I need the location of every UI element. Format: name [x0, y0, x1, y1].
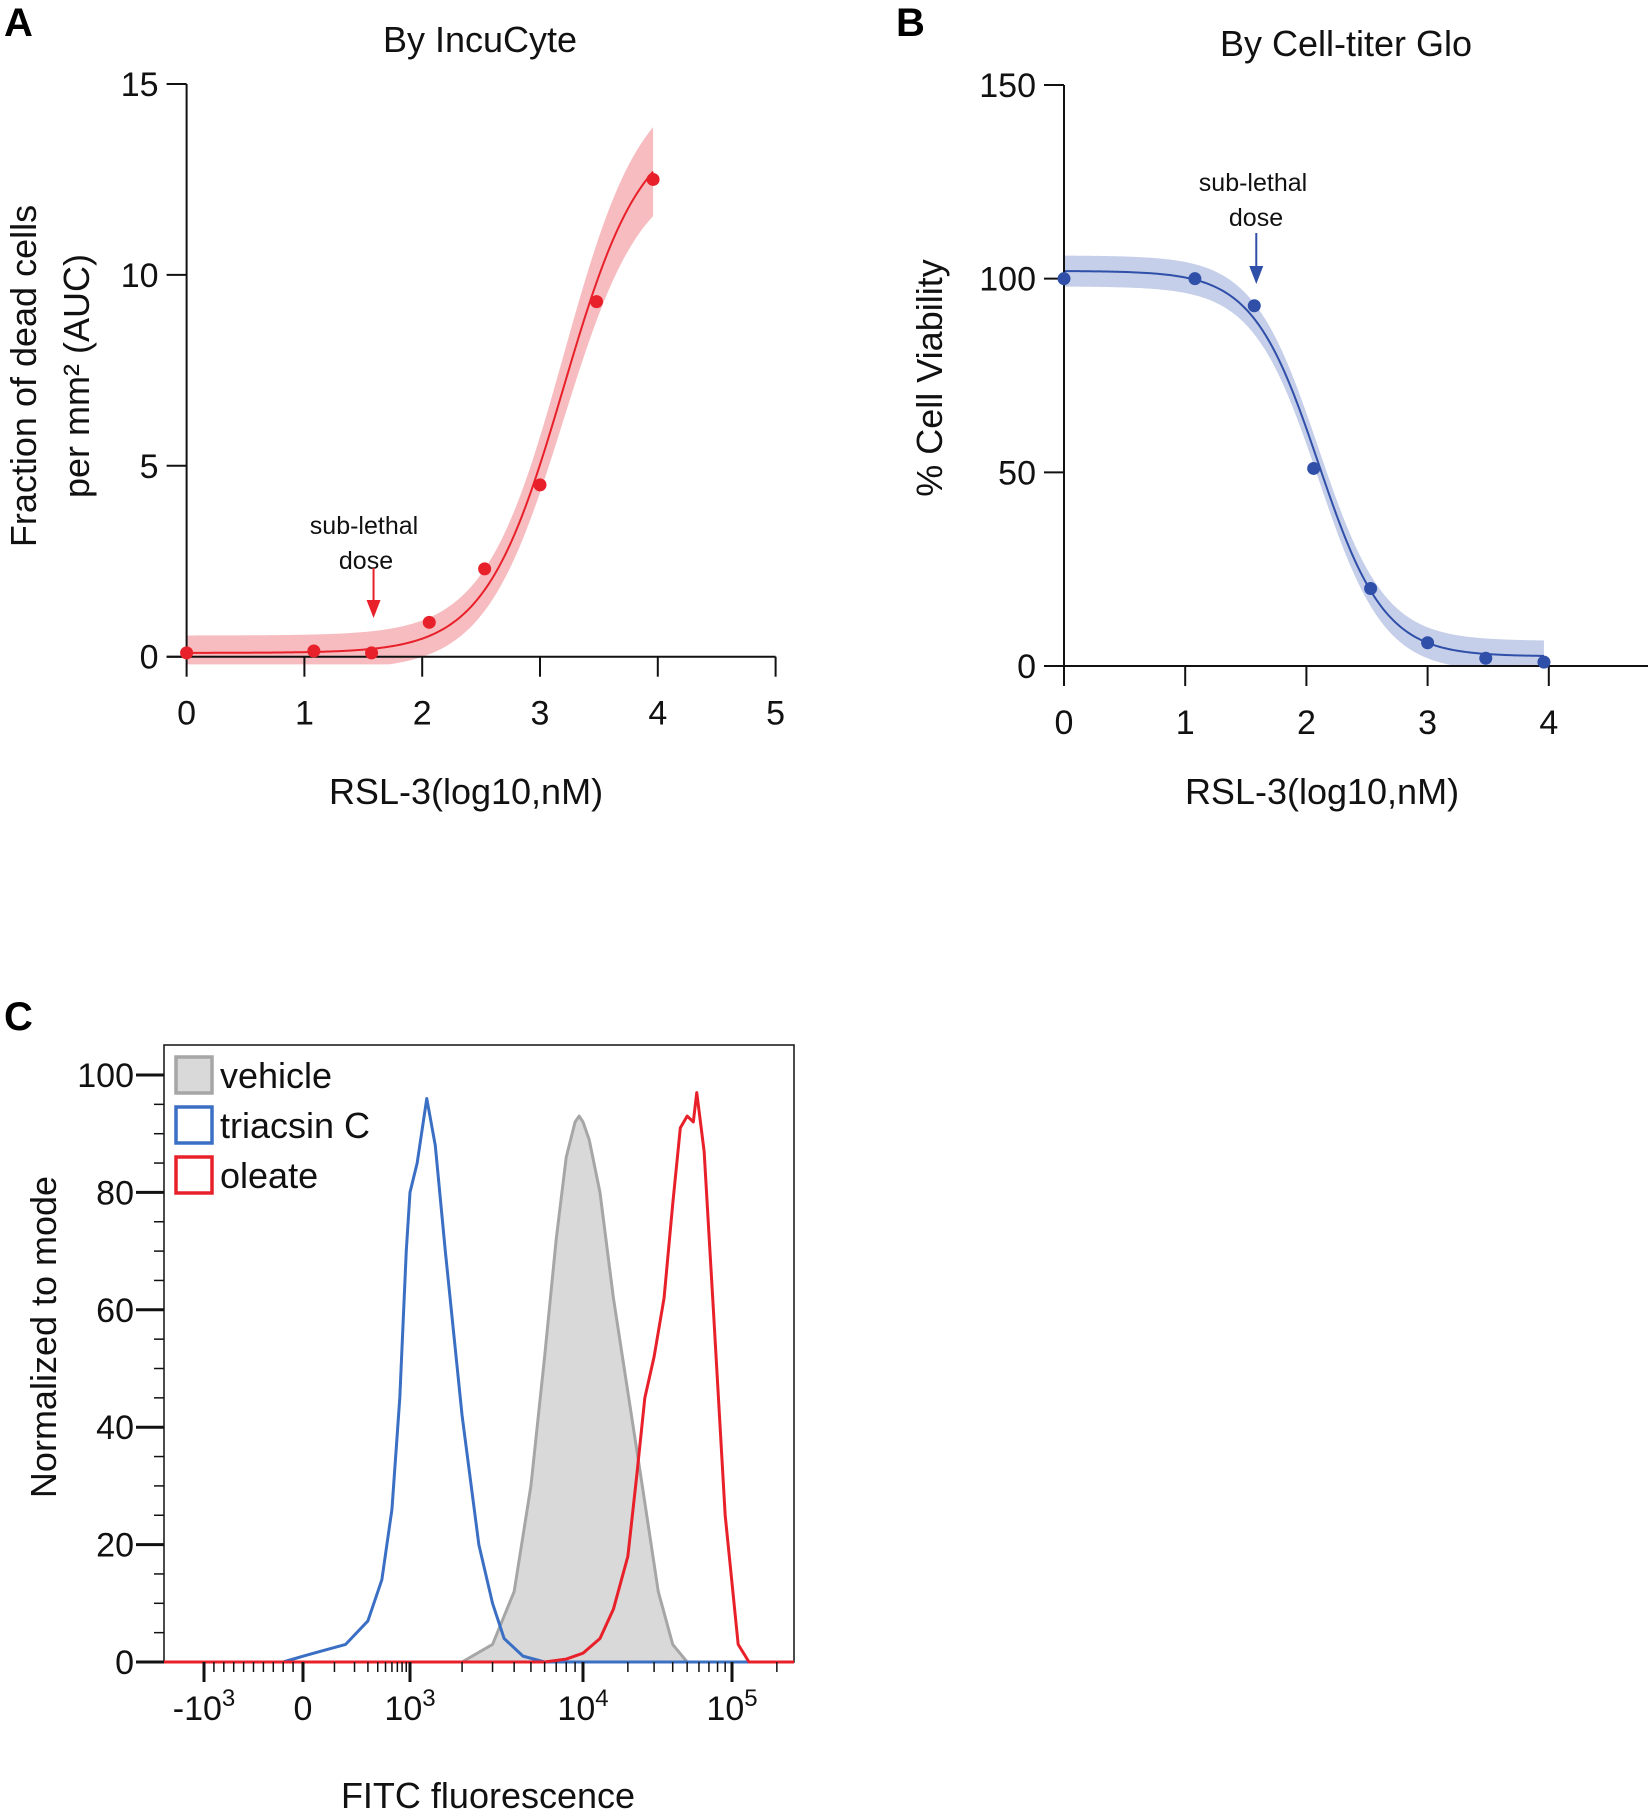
- data-point-a: [307, 644, 321, 658]
- tick-base: 10: [384, 1690, 422, 1728]
- histogram-triacsin-C: [164, 1096, 794, 1664]
- panel-c: C Normalized to mode FITC fluorescence 0…: [4, 995, 795, 1816]
- data-point-a: [422, 615, 436, 629]
- data-point-b: [1364, 582, 1378, 596]
- fit-curve-a: [186, 171, 654, 654]
- y-tick-label-c: 20: [96, 1527, 134, 1565]
- panel-a: A By IncuCyte Fraction of dead cells per…: [3, 1, 785, 812]
- chart-title-a: By IncuCyte: [383, 19, 577, 60]
- legend-label-vehicle: vehicle: [220, 1055, 332, 1096]
- chart-title-b: By Cell-titer Glo: [1220, 23, 1472, 64]
- panel-label-c: C: [4, 995, 33, 1039]
- panel-label-a: A: [4, 1, 33, 45]
- data-point-b: [1188, 272, 1202, 286]
- data-point-b: [1057, 272, 1071, 286]
- x-tick-label-a: 0: [177, 695, 196, 733]
- y-tick-label-b: 0: [1017, 648, 1036, 686]
- y-tick-label-a: 5: [140, 448, 159, 486]
- legend-swatch-triacsin-C: [174, 1105, 214, 1145]
- x-tick-label-a: 3: [531, 695, 550, 733]
- x-tick-label-b: 3: [1418, 704, 1437, 742]
- y-tick-label-c: 100: [77, 1057, 134, 1095]
- tick-exponent: 3: [422, 1685, 435, 1712]
- y-tick-label-b: 100: [979, 261, 1036, 299]
- data-point-b: [1421, 636, 1435, 650]
- x-tick-label-c: 104: [557, 1685, 608, 1728]
- y-tick-label-c: 40: [96, 1409, 134, 1447]
- x-axis-label-a: RSL-3(log10,nM): [329, 771, 603, 812]
- tick-base: 10: [706, 1690, 744, 1728]
- data-point-a: [365, 646, 379, 660]
- tick-base: -10: [173, 1690, 222, 1728]
- x-axis-label-b: RSL-3(log10,nM): [1185, 771, 1459, 812]
- y-axis-label-c: Normalized to mode: [23, 1176, 64, 1498]
- x-tick-label-a: 2: [413, 695, 432, 733]
- x-tick-label-b: 4: [1539, 704, 1558, 742]
- x-axis-label-c: FITC fluorescence: [341, 1775, 635, 1816]
- data-point-b: [1479, 651, 1493, 665]
- tick-base: 0: [294, 1690, 313, 1728]
- y-tick-label-c: 0: [115, 1644, 134, 1682]
- confidence-band-b: [1064, 255, 1544, 667]
- y-axis-label-a-line1: Fraction of dead cells: [3, 205, 44, 547]
- data-point-a: [533, 478, 547, 492]
- histogram-fill-vehicle: [164, 1116, 794, 1662]
- panel-label-b: B: [896, 1, 925, 45]
- data-point-b: [1307, 461, 1321, 475]
- x-tick-label-c: 0: [294, 1690, 313, 1728]
- x-tick-label-a: 1: [295, 695, 314, 733]
- data-point-b: [1537, 655, 1551, 669]
- tick-exponent: 4: [595, 1685, 608, 1712]
- data-point-b: [1247, 299, 1261, 313]
- x-tick-label-c: 105: [706, 1685, 757, 1728]
- x-tick-label-a: 5: [766, 695, 785, 733]
- annotation-a-line2: dose: [339, 547, 393, 575]
- legend-swatch-oleate: [174, 1155, 214, 1195]
- y-axis-label-a-line2: per mm² (AUC): [56, 254, 97, 498]
- data-point-a: [180, 646, 194, 660]
- panel-b: B By Cell-titer Glo % Cell Viability RSL…: [896, 1, 1648, 812]
- y-axis-label-b: % Cell Viability: [909, 259, 950, 496]
- y-tick-label-a: 0: [140, 639, 159, 677]
- y-tick-label-c: 80: [96, 1174, 134, 1212]
- annotation-b-line1: sub-lethal: [1199, 169, 1307, 197]
- y-tick-label-a: 10: [121, 257, 159, 295]
- tick-exponent: 5: [744, 1685, 757, 1712]
- tick-exponent: 3: [222, 1685, 235, 1712]
- x-tick-label-b: 1: [1176, 704, 1195, 742]
- x-tick-label-a: 4: [648, 695, 667, 733]
- arrow-head-a: [366, 600, 381, 618]
- x-tick-label-b: 2: [1297, 704, 1316, 742]
- x-tick-label-c: -103: [173, 1685, 236, 1728]
- histogram-oleate: [164, 1091, 794, 1664]
- x-tick-label-c: 103: [384, 1685, 435, 1728]
- y-tick-label-c: 60: [96, 1292, 134, 1330]
- histogram-vehicle: [164, 1114, 794, 1664]
- x-tick-label-b: 0: [1055, 704, 1074, 742]
- legend-label-oleate: oleate: [220, 1155, 318, 1196]
- legend-swatch-vehicle: [174, 1055, 214, 1095]
- data-point-a: [646, 172, 660, 186]
- confidence-band-a: [186, 127, 654, 665]
- data-point-a: [590, 295, 604, 309]
- tick-base: 10: [557, 1690, 595, 1728]
- legend-label-triacsin-C: triacsin C: [220, 1105, 370, 1146]
- data-point-a: [478, 562, 492, 576]
- fit-curve-b: [1063, 270, 1544, 657]
- y-tick-label-b: 50: [998, 454, 1036, 492]
- annotation-b-line2: dose: [1229, 204, 1283, 232]
- y-tick-label-b: 150: [979, 67, 1036, 105]
- y-tick-label-a: 15: [121, 66, 159, 104]
- annotation-a-line1: sub-lethal: [310, 512, 418, 540]
- arrow-head-b: [1249, 266, 1264, 284]
